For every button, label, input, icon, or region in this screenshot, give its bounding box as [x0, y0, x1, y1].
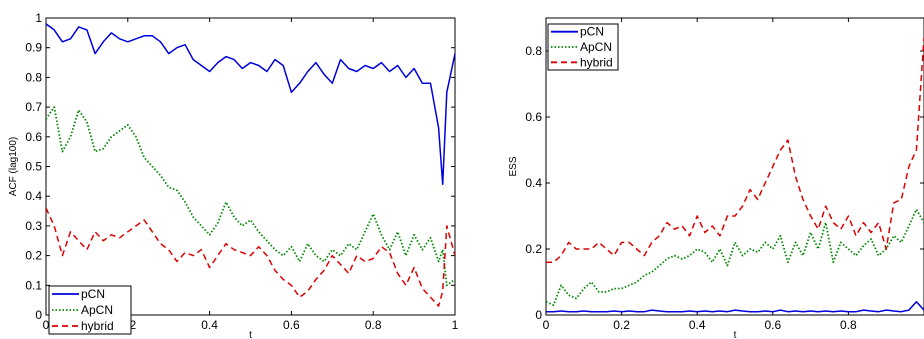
series-line-apcn	[546, 208, 924, 307]
y-tick-label: 0.9	[25, 41, 42, 55]
plot-area	[46, 23, 455, 307]
y-tick-label: 0	[535, 308, 542, 322]
y-tick-label: 0.1	[25, 278, 42, 292]
x-tick-label: 0.2	[613, 318, 630, 332]
legend-label-pcn: pCN	[81, 287, 105, 301]
x-axis-label: t	[734, 330, 737, 339]
chart-ess: 0 0.2 0.4 0.6 0.8 0 0.2 0.4 0.6 0.8 t ESS pCNApCNhyb…	[508, 17, 924, 339]
y-tick-label: 0.5	[25, 160, 42, 174]
y-tick-label: 0.8	[25, 70, 42, 84]
series-line-pcn	[46, 23, 455, 186]
legend-label-hybrid: hybrid	[81, 319, 114, 333]
x-tick-label: 1	[452, 318, 459, 332]
y-tick-label: 0.7	[25, 100, 42, 114]
x-tick-label: 0.8	[365, 318, 382, 332]
y-tick-label: 0.8	[525, 44, 542, 58]
y-axis-label: ESS	[508, 156, 519, 176]
chart-acf: 00.20.40.60.8100.10.20.30.40.50.60.70.80…	[8, 11, 459, 339]
legend-label-apcn: ApCN	[81, 303, 113, 317]
legend-label-hybrid: hybrid	[580, 55, 613, 69]
y-tick-label: 0.2	[25, 249, 42, 263]
legend: pCN ApCN hybrid	[48, 285, 132, 335]
series-line-apcn	[46, 106, 455, 287]
y-tick-label: 0.4	[25, 189, 42, 203]
x-tick-label: 0.4	[201, 318, 218, 332]
x-tick-label: 0.4	[689, 318, 706, 332]
legend-label-pcn: pCN	[580, 25, 604, 39]
y-tick-label: 0.4	[525, 176, 542, 190]
series-line-hybrid	[46, 207, 455, 307]
plot-area	[546, 37, 924, 313]
y-tick-label: 0.3	[25, 219, 42, 233]
y-tick-label: 0.6	[525, 110, 542, 124]
x-axis-label: t	[249, 330, 252, 339]
x-tick-label: 0.8	[840, 318, 857, 332]
series-line-pcn	[546, 301, 924, 313]
x-tick-label: 0	[43, 318, 50, 332]
y-tick-label: 0	[35, 308, 42, 322]
x-tick-label: 0.6	[283, 318, 300, 332]
y-axis-label: ACF (lag100)	[8, 137, 19, 196]
x-tick-label: 0.6	[764, 318, 781, 332]
axes-box	[545, 17, 924, 316]
x-tick-label: 0	[543, 318, 550, 332]
series-line-hybrid	[546, 37, 924, 263]
legend-label-apcn: ApCN	[580, 40, 612, 54]
y-tick-label: 0.6	[25, 130, 42, 144]
y-tick-label: 0.2	[525, 242, 542, 256]
y-tick-label: 1	[35, 11, 42, 25]
